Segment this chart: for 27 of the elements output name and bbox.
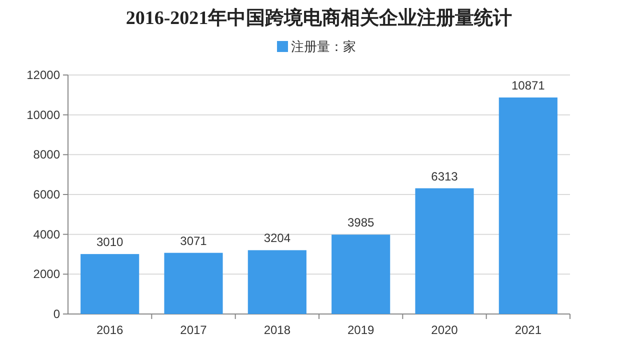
- y-tick-label: 0: [53, 307, 60, 321]
- y-tick-label: 6000: [33, 188, 60, 202]
- bar: [415, 188, 474, 314]
- data-label: 3071: [180, 234, 208, 248]
- x-tick-label: 2016: [96, 323, 124, 337]
- x-tick-label: 2021: [514, 323, 542, 337]
- y-tick-label: 8000: [33, 148, 60, 162]
- bar: [332, 234, 390, 314]
- data-label: 3204: [264, 231, 291, 246]
- bar: [248, 250, 306, 314]
- y-tick-label: 12000: [26, 68, 60, 82]
- bar: [498, 97, 558, 314]
- data-label: 6313: [431, 169, 458, 184]
- y-tick-label: 2000: [33, 267, 60, 282]
- x-tick-label: 2018: [264, 323, 291, 337]
- x-tick-label: 2017: [180, 323, 208, 337]
- data-label: 3985: [347, 216, 375, 230]
- bar: [164, 252, 223, 314]
- legend-label: 注册量：家: [291, 39, 356, 54]
- data-label: 10871: [511, 78, 546, 92]
- chart-title: 2016-2021年中国跨境电商相关企业注册量统计: [126, 7, 512, 29]
- x-tick-label: 2019: [347, 323, 375, 337]
- bar: [80, 254, 140, 314]
- y-tick-label: 10000: [26, 108, 60, 122]
- data-label: 3010: [96, 235, 124, 250]
- x-tick-label: 2020: [431, 323, 458, 337]
- y-tick-label: 4000: [33, 227, 60, 242]
